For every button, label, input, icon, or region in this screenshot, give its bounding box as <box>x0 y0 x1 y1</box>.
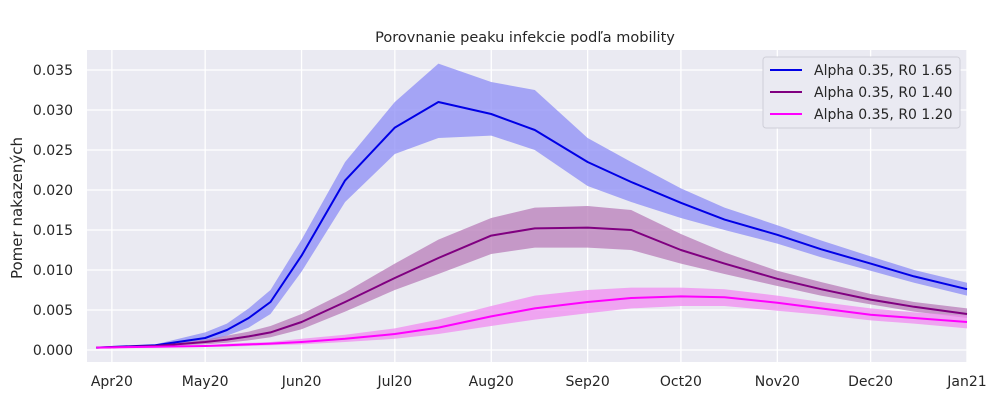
y-tick-label: 0.015 <box>33 223 73 239</box>
y-tick-label: 0.035 <box>33 63 73 79</box>
chart-title: Porovnanie peaku infekcie podľa mobility <box>375 30 675 46</box>
legend-label: Alpha 0.35, R0 1.20 <box>814 107 953 123</box>
x-tick-label: Jan21 <box>946 374 986 390</box>
x-tick-label: Oct20 <box>660 374 702 390</box>
confidence-band-1 <box>96 63 968 348</box>
x-tick-label: Nov20 <box>755 374 800 390</box>
x-tick-label: Dec20 <box>848 374 893 390</box>
legend-label: Alpha 0.35, R0 1.65 <box>814 63 953 79</box>
confidence-band-3 <box>96 287 968 348</box>
x-tick-label: Jul20 <box>376 374 412 390</box>
confidence-band-2 <box>96 206 968 348</box>
series-line-1 <box>96 101 968 349</box>
x-tick-label: Aug20 <box>469 374 514 390</box>
y-tick-label: 0.020 <box>33 183 73 199</box>
series-line-3 <box>96 295 968 349</box>
y-tick-label: 0.000 <box>33 343 73 359</box>
legend: Alpha 0.35, R0 1.65 Alpha 0.35, R0 1.40 Al… <box>762 56 961 129</box>
x-tick-label: Jun20 <box>281 374 322 390</box>
legend-box <box>762 56 961 129</box>
x-tick-label: May20 <box>182 374 229 390</box>
y-tick-label: 0.025 <box>33 143 73 159</box>
y-tick-label: 0.030 <box>33 103 73 119</box>
y-tick-label: 0.010 <box>33 263 73 279</box>
legend-label: Alpha 0.35, R0 1.40 <box>814 85 953 101</box>
x-tick-label: Apr20 <box>91 374 133 390</box>
series-line-2 <box>96 226 968 349</box>
x-tick-label: Sep20 <box>566 374 610 390</box>
y-tick-label: 0.005 <box>33 303 73 319</box>
y-axis-label: Pomer nakazených <box>8 137 26 279</box>
